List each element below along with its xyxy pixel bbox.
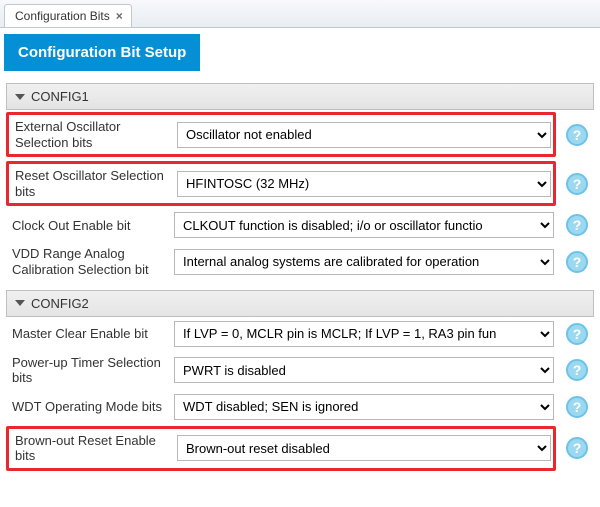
- row-bor: Brown-out Reset Enable bits Brown-out re…: [9, 429, 553, 468]
- label-clkout: Clock Out Enable bit: [8, 218, 166, 234]
- label-wdt: WDT Operating Mode bits: [8, 399, 166, 415]
- tab-bar: Configuration Bits ×: [0, 0, 600, 28]
- chevron-down-icon: [15, 94, 25, 100]
- select-ext-osc[interactable]: Oscillator not enabled: [177, 122, 551, 148]
- section-title: CONFIG2: [31, 296, 89, 311]
- help-icon[interactable]: ?: [566, 323, 588, 345]
- banner-title: Configuration Bit Setup: [4, 34, 200, 71]
- row-clkout: Clock Out Enable bit CLKOUT function is …: [6, 208, 556, 242]
- help-icon[interactable]: ?: [566, 251, 588, 273]
- select-reset-osc[interactable]: HFINTOSC (32 MHz): [177, 171, 551, 197]
- help-icon[interactable]: ?: [566, 396, 588, 418]
- chevron-down-icon: [15, 300, 25, 306]
- help-icon[interactable]: ?: [566, 359, 588, 381]
- label-ext-osc: External Oscillator Selection bits: [11, 119, 169, 150]
- help-icon[interactable]: ?: [566, 437, 588, 459]
- row-reset-osc: Reset Oscillator Selection bits HFINTOSC…: [9, 164, 553, 203]
- select-clkout[interactable]: CLKOUT function is disabled; i/o or osci…: [174, 212, 554, 238]
- row-pwrt: Power-up Timer Selection bits PWRT is di…: [6, 351, 556, 390]
- select-wdt[interactable]: WDT disabled; SEN is ignored: [174, 394, 554, 420]
- section-title: CONFIG1: [31, 89, 89, 104]
- row-mclr: Master Clear Enable bit If LVP = 0, MCLR…: [6, 317, 556, 351]
- tab-configuration-bits[interactable]: Configuration Bits ×: [4, 4, 132, 27]
- help-icon[interactable]: ?: [566, 173, 588, 195]
- section-config2: CONFIG2 Master Clear Enable bit If LVP =…: [6, 290, 594, 473]
- label-vdd: VDD Range Analog Calibration Selection b…: [8, 246, 166, 277]
- tab-title: Configuration Bits: [15, 9, 110, 23]
- row-vdd: VDD Range Analog Calibration Selection b…: [6, 242, 556, 281]
- close-icon[interactable]: ×: [116, 9, 123, 23]
- label-mclr: Master Clear Enable bit: [8, 326, 166, 342]
- select-mclr[interactable]: If LVP = 0, MCLR pin is MCLR; If LVP = 1…: [174, 321, 554, 347]
- row-ext-osc: External Oscillator Selection bits Oscil…: [9, 115, 553, 154]
- label-bor: Brown-out Reset Enable bits: [11, 433, 169, 464]
- row-wdt: WDT Operating Mode bits WDT disabled; SE…: [6, 390, 556, 424]
- section-config1: CONFIG1 External Oscillator Selection bi…: [6, 83, 594, 282]
- help-icon[interactable]: ?: [566, 124, 588, 146]
- select-bor[interactable]: Brown-out reset disabled: [177, 435, 551, 461]
- section-header-config2[interactable]: CONFIG2: [6, 290, 594, 317]
- select-pwrt[interactable]: PWRT is disabled: [174, 357, 554, 383]
- label-pwrt: Power-up Timer Selection bits: [8, 355, 166, 386]
- section-header-config1[interactable]: CONFIG1: [6, 83, 594, 110]
- label-reset-osc: Reset Oscillator Selection bits: [11, 168, 169, 199]
- select-vdd[interactable]: Internal analog systems are calibrated f…: [174, 249, 554, 275]
- help-icon[interactable]: ?: [566, 214, 588, 236]
